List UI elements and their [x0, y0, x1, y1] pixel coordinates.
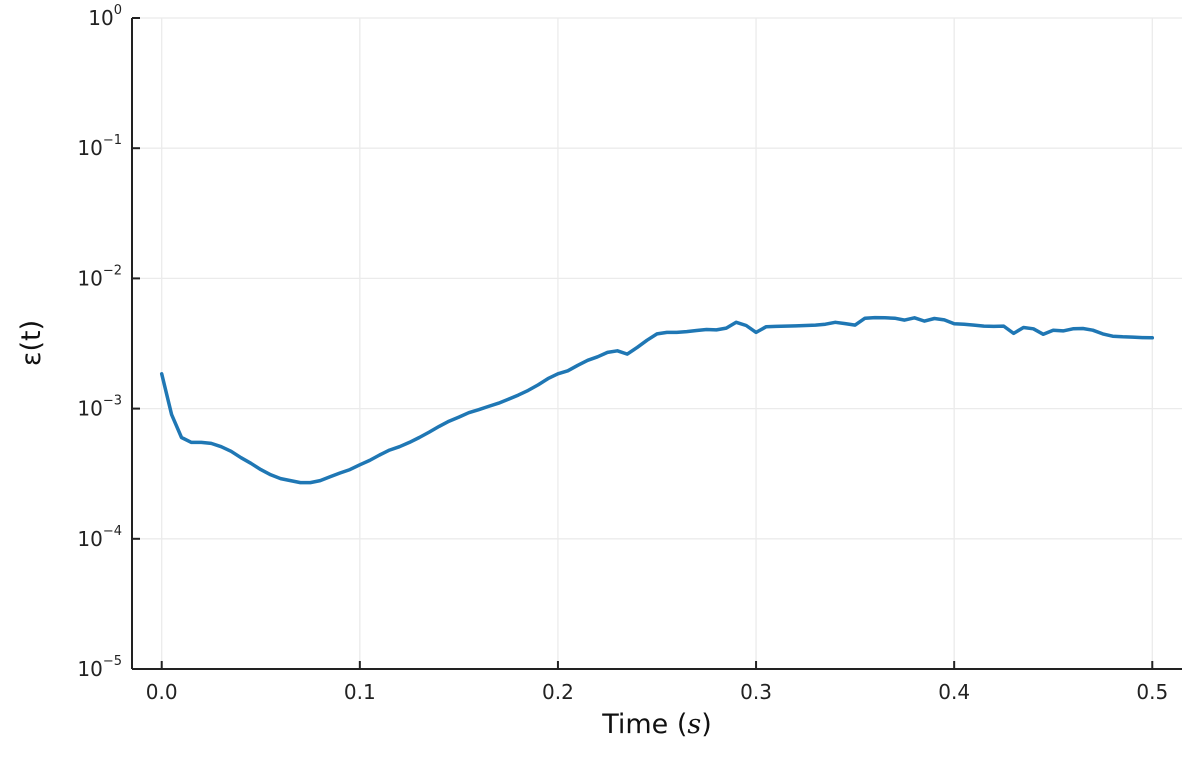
- y-tick-exponent: −5: [103, 654, 122, 669]
- x-tick-label: 0.1: [344, 680, 376, 704]
- y-tick-label: 10−2: [77, 263, 122, 290]
- y-tick-label: 10−5: [77, 654, 122, 681]
- y-tick-label: 10−1: [77, 133, 122, 160]
- y-tick-exponent: 0: [114, 3, 122, 18]
- y-tick-exponent: −1: [103, 133, 122, 148]
- y-tick-base: 10: [77, 136, 102, 160]
- x-tick-label: 0.0: [146, 680, 178, 704]
- y-tick-label: 10−4: [77, 524, 122, 551]
- y-tick-label: 100: [88, 3, 122, 30]
- y-tick-base: 10: [77, 527, 102, 551]
- y-tick-base: 10: [77, 397, 102, 421]
- x-axis-unit: s: [687, 709, 701, 740]
- y-tick-base: 10: [88, 6, 113, 30]
- x-tick-label: 0.5: [1136, 680, 1168, 704]
- x-axis-label: Time (s): [601, 709, 712, 740]
- y-tick-label: 10−3: [77, 394, 122, 421]
- y-tick-base: 10: [77, 266, 102, 290]
- y-tick-exponent: −2: [103, 263, 122, 278]
- y-tick-base: 10: [77, 657, 102, 681]
- x-tick-label: 0.4: [938, 680, 970, 704]
- y-tick-exponent: −3: [103, 394, 122, 409]
- x-tick-label: 0.2: [542, 680, 574, 704]
- series: [159, 315, 1155, 485]
- x-tick-label: 0.3: [740, 680, 772, 704]
- y-tick-exponent: −4: [103, 524, 122, 539]
- x-ticks: 0.0 0.1 0.2 0.3 0.4 0.5: [146, 661, 1168, 704]
- grid-lines: [132, 17, 1182, 670]
- axes: [131, 18, 1182, 670]
- series-line: [159, 315, 1155, 485]
- y-axis-label: ε(t): [16, 320, 47, 366]
